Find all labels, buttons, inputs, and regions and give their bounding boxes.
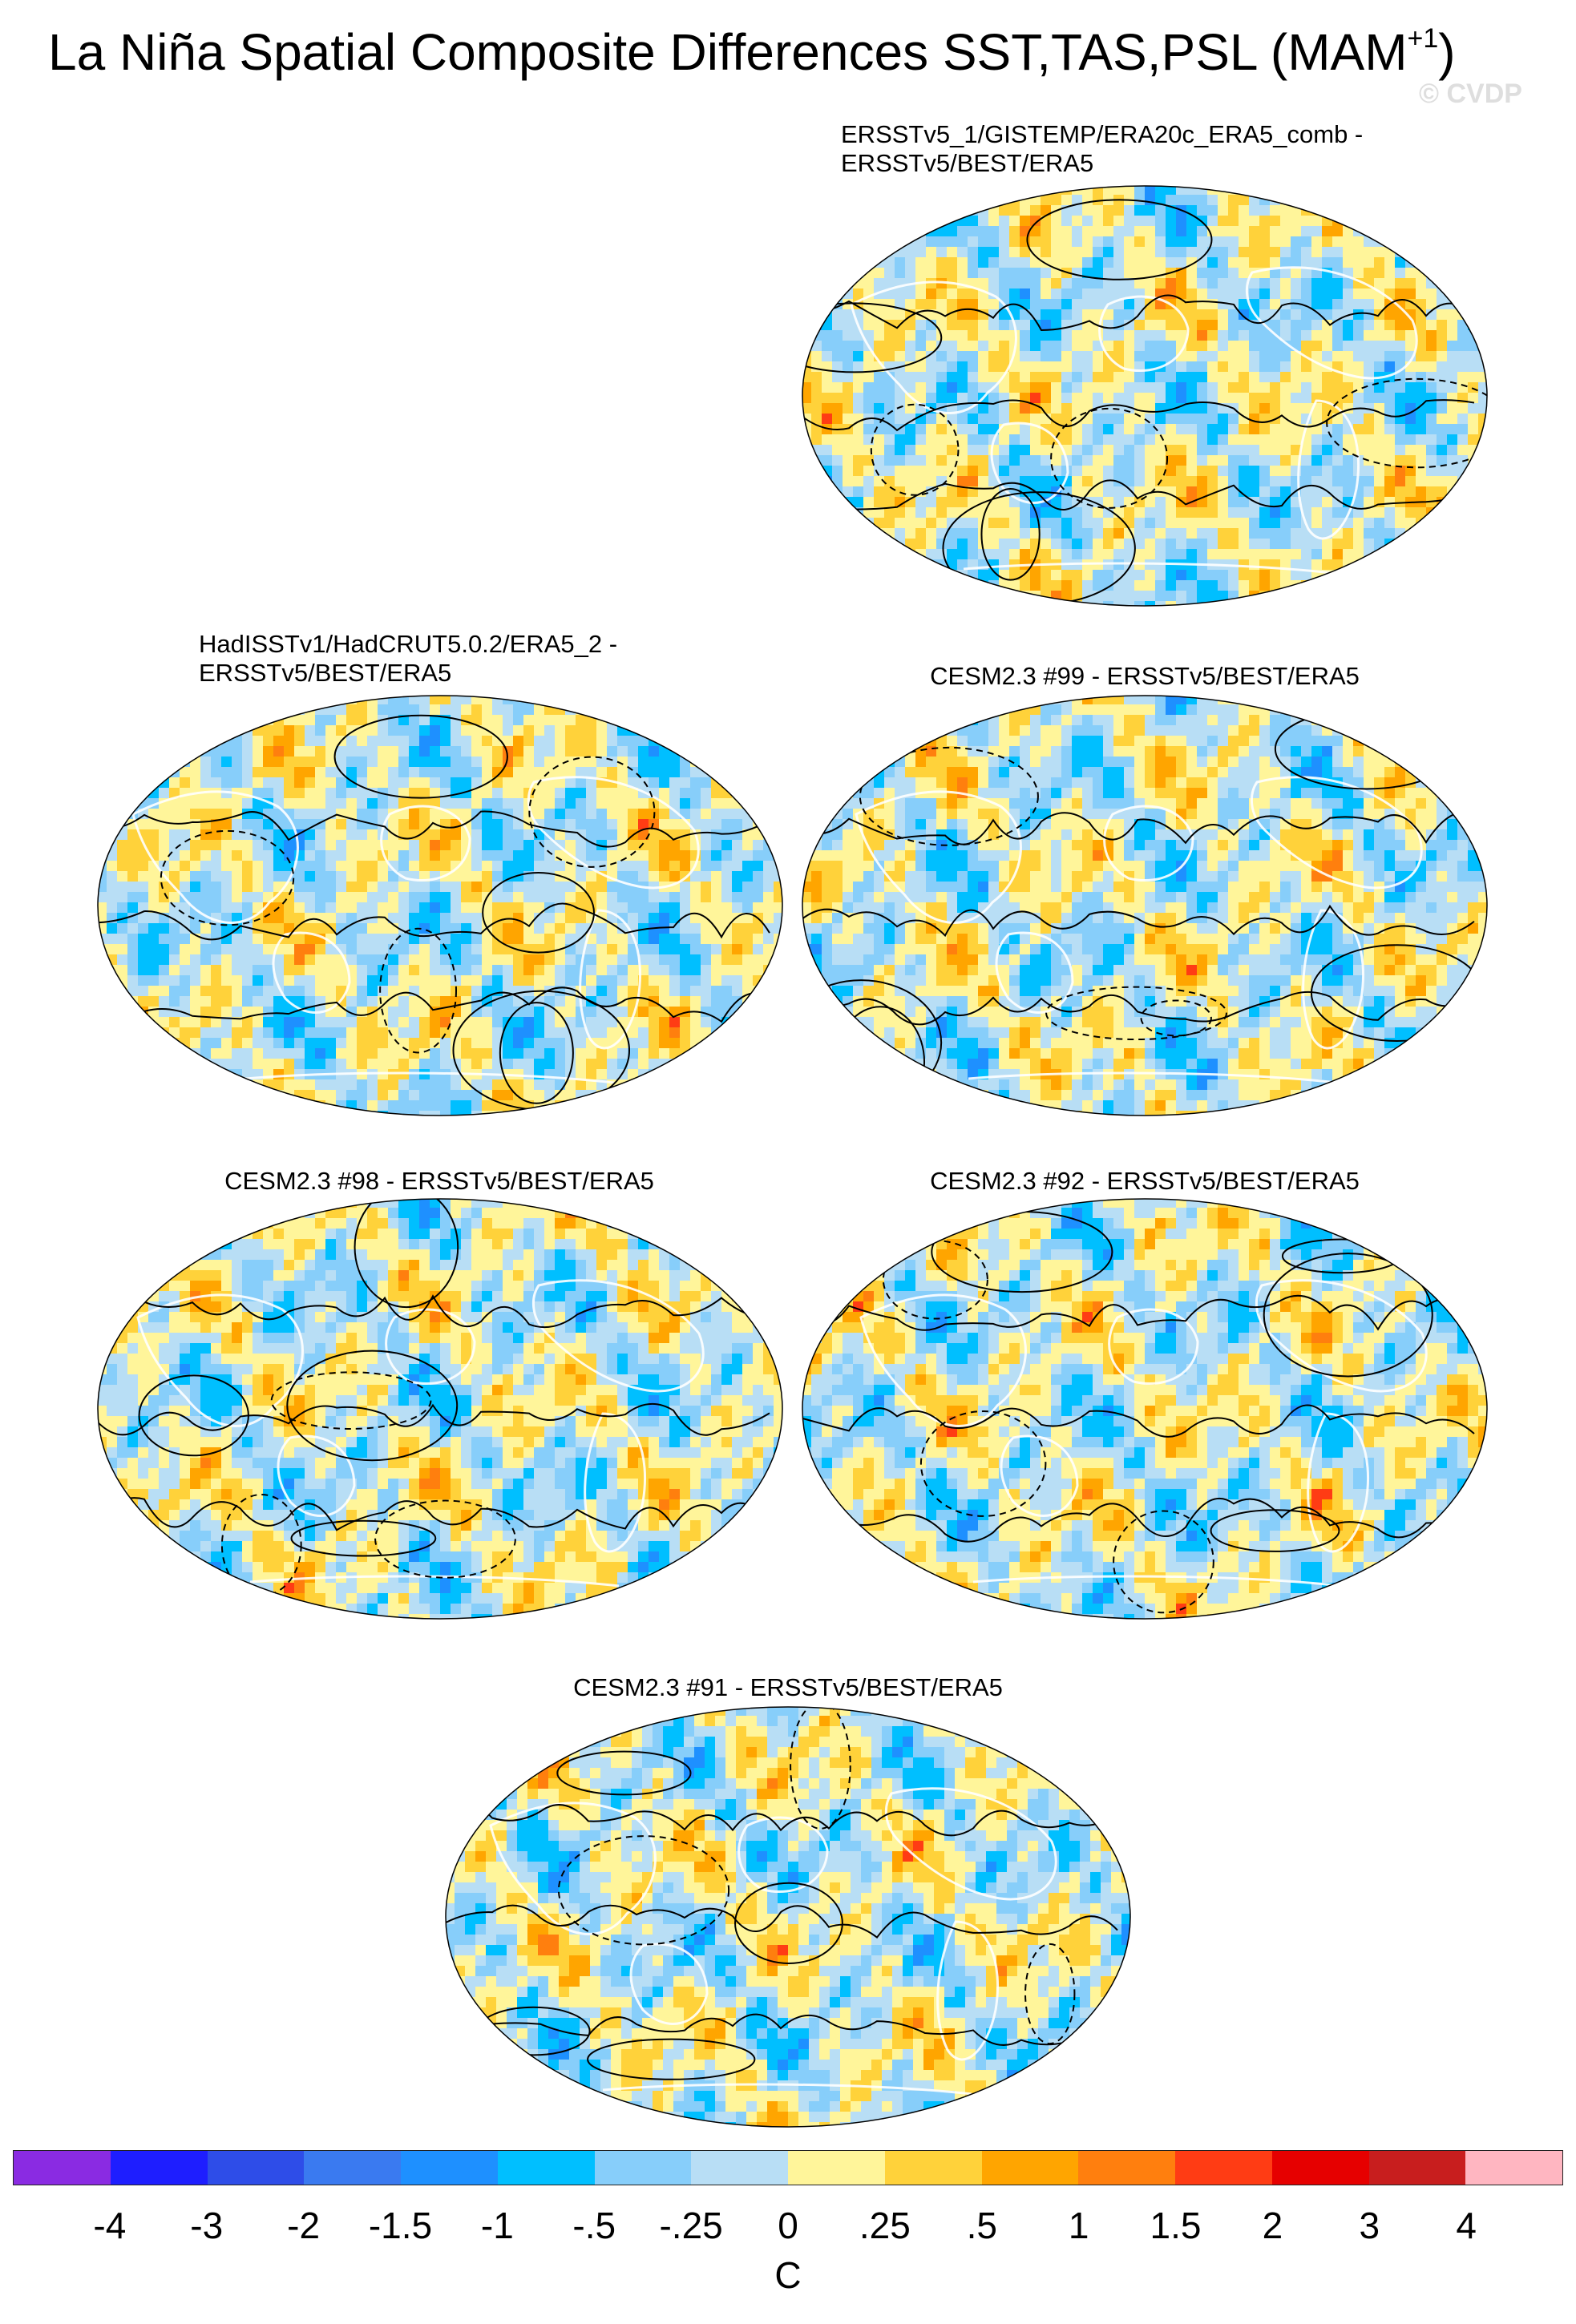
colorbar-tick-label: 1 [1068,2205,1089,2246]
panel-4-title: CESM2.3 #98 - ERSSTv5/BEST/ERA5 [224,1167,654,1196]
map-outline [445,1706,1131,2128]
colorbar-tick-label: 2 [1262,2205,1283,2246]
panel-2-map [97,695,783,1116]
colorbar-tick-label: -4 [93,2205,127,2246]
colorbar-tick-label: 1.5 [1150,2205,1202,2246]
colorbar-swatch [594,2151,692,2185]
panel-4-title-line1: CESM2.3 #98 - ERSSTv5/BEST/ERA5 [224,1167,654,1195]
panel-1-map [802,185,1488,607]
panel-2-title-line1: HadISSTv1/HadCRUT5.0.2/ERA5_2 - [199,630,618,658]
anomaly-field [98,1199,782,1619]
panel-1-title-line1: ERSSTv5_1/GISTEMP/ERA20c_ERA5_comb - [841,120,1364,148]
anomaly-field [802,696,1487,1116]
colorbar-swatch [691,2151,788,2185]
colorbar-swatch [1271,2151,1369,2185]
colorbar-swatch [788,2151,885,2185]
anomaly-field [446,1707,1130,2127]
panel-6-title-line1: CESM2.3 #91 - ERSSTv5/BEST/ERA5 [573,1673,1003,1701]
colorbar-tick-label: .5 [966,2205,997,2246]
colorbar-tick-label: -.5 [572,2205,616,2246]
colorbar-swatch [884,2151,982,2185]
colorbar-swatch [1465,2151,1562,2185]
colorbar-tick-label: 0 [778,2205,798,2246]
panel-3-title-line1: CESM2.3 #99 - ERSSTv5/BEST/ERA5 [930,662,1360,690]
panel-3-title: CESM2.3 #99 - ERSSTv5/BEST/ERA5 [930,662,1360,691]
panel-6-title: CESM2.3 #91 - ERSSTv5/BEST/ERA5 [573,1673,1003,1702]
colorbar-unit-label: C [774,2254,802,2296]
colorbar-swatch [304,2151,401,2185]
colorbar-tick-label: -3 [190,2205,224,2246]
cvdp-watermark: © CVDP [1419,79,1522,109]
colorbar-swatch [110,2151,208,2185]
panel-6-map [445,1706,1131,2128]
panel-1-title-line2: ERSSTv5/BEST/ERA5 [841,149,1094,177]
colorbar-tick-label: -1 [480,2205,514,2246]
colorbar-tick-label: 4 [1456,2205,1477,2246]
figure-title: La Niña Spatial Composite Differences SS… [48,22,1456,82]
colorbar-swatch [981,2151,1079,2185]
colorbar-swatch [1368,2151,1466,2185]
figure-title-text: La Niña Spatial Composite Differences SS… [48,23,1408,81]
anomaly-field [802,186,1487,606]
panel-5-map [802,1198,1488,1620]
colorbar-tick-label: -2 [287,2205,321,2246]
panel-2-title-line2: ERSSTv5/BEST/ERA5 [199,659,452,687]
panel-1-title: ERSSTv5_1/GISTEMP/ERA20c_ERA5_comb - ERS… [841,120,1363,178]
anomaly-field [802,1199,1487,1619]
panel-4-map [97,1198,783,1620]
map-outline [802,185,1488,607]
map-outline [802,1198,1488,1620]
colorbar-swatch [14,2151,111,2185]
colorbar-tick-label: 3 [1359,2205,1380,2246]
colorbar-tick-label: -.25 [659,2205,723,2246]
colorbar-swatch [497,2151,595,2185]
panel-5-title: CESM2.3 #92 - ERSSTv5/BEST/ERA5 [930,1167,1360,1196]
colorbar-swatch [1175,2151,1272,2185]
map-outline [97,695,783,1116]
figure-title-superscript: +1 [1407,22,1439,54]
colorbar-swatch [1078,2151,1175,2185]
colorbar-swatch [401,2151,498,2185]
panel-5-title-line1: CESM2.3 #92 - ERSSTv5/BEST/ERA5 [930,1167,1360,1195]
figure-title-close: ) [1438,23,1456,81]
panel-3-map [802,695,1488,1116]
colorbar-swatch [207,2151,305,2185]
panel-2-title: HadISSTv1/HadCRUT5.0.2/ERA5_2 - ERSSTv5/… [199,630,617,688]
colorbar [13,2150,1563,2185]
colorbar-tick-label: -1.5 [368,2205,433,2246]
map-outline [97,1198,783,1620]
colorbar-tick-label: .25 [859,2205,911,2246]
anomaly-field [98,696,782,1116]
map-outline [802,695,1488,1116]
